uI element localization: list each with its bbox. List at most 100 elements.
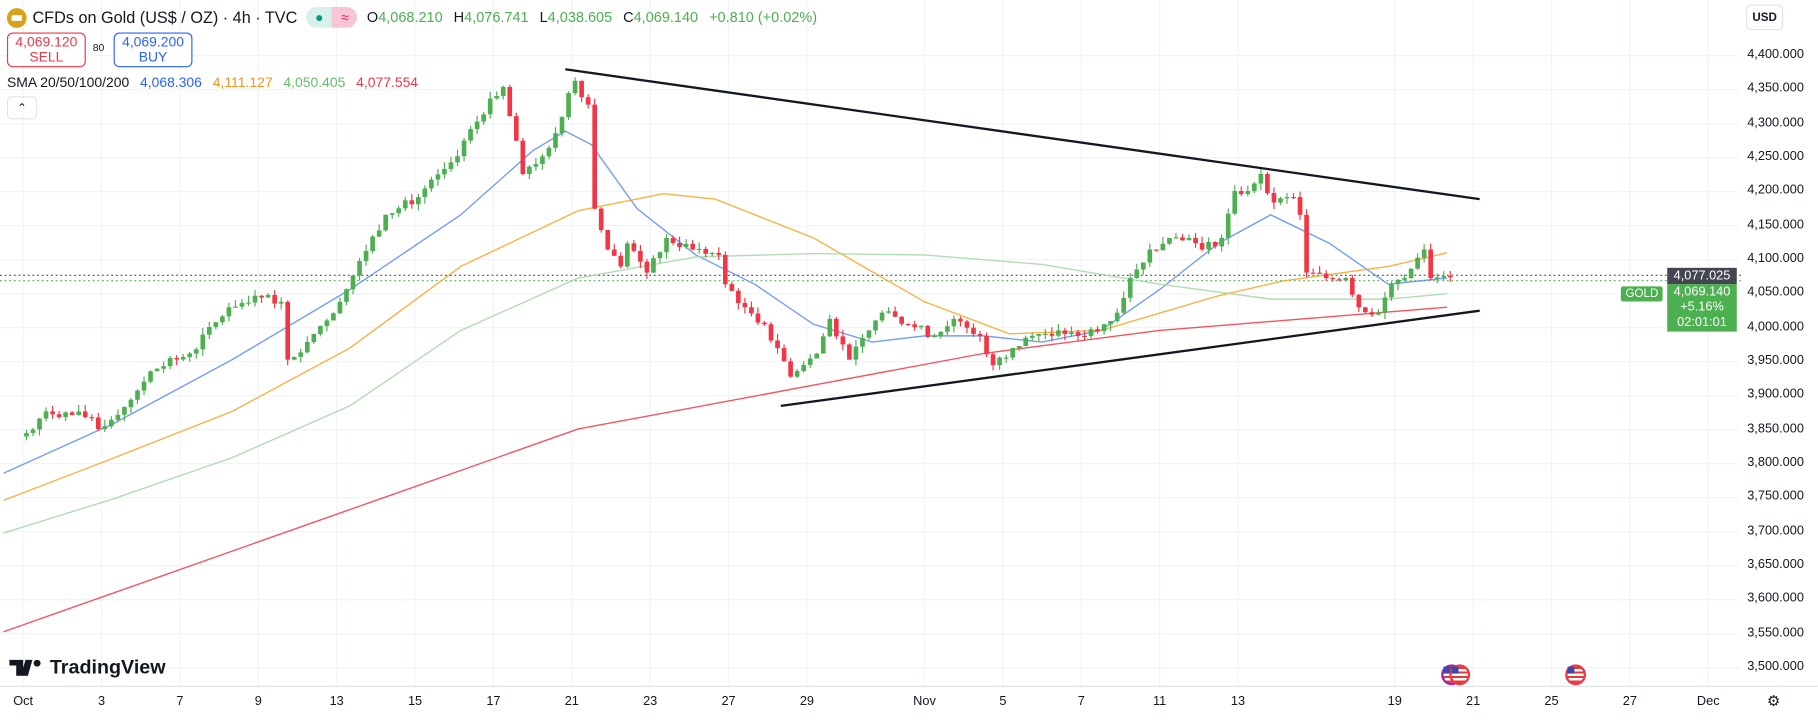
buy-button[interactable]: 4,069.200 BUY [113,32,193,68]
sma-price-tag: 4,077.025 [1667,267,1737,285]
candle-up [344,289,349,302]
candle-up [820,336,826,354]
status-pill[interactable]: ● ≈ [306,6,358,28]
candle-down [1363,307,1368,313]
candle-up [429,179,434,189]
candle-up [370,236,375,252]
y-tick-label: 4,200.000 [1747,183,1804,198]
candle-down [513,116,519,141]
candle-up [1088,329,1094,337]
candle-up [396,208,402,214]
y-tick-label: 3,850.000 [1747,421,1804,436]
candle-up [24,433,29,437]
candle-down [1369,312,1375,315]
candle-up [1036,334,1042,336]
candle-up [376,230,382,237]
candle-up [1003,357,1009,359]
candle-up [481,114,486,122]
collapse-legend-button[interactable]: ⌃ [6,96,38,120]
candle-up [683,243,689,247]
candle-up [1415,257,1420,269]
sma-line-50 [3,193,1448,502]
candle-up [318,326,323,335]
candle-down [644,261,650,273]
candle-down [1310,272,1316,274]
settings-gear-icon[interactable]: ⚙ [1766,692,1781,710]
candle-down [1317,272,1322,274]
candle-up [1421,249,1427,258]
y-tick-label: 4,050.000 [1747,285,1804,300]
y-tick-label: 3,500.000 [1747,659,1804,674]
y-tick-label: 3,950.000 [1747,353,1804,368]
candle-down [89,417,95,419]
symbol-title[interactable]: CFDs on Gold (US$ / OZ) · 4h · TVC [32,8,298,27]
x-tick-label: 7 [176,694,184,709]
trendline [565,68,1480,201]
candle-up [1245,190,1251,195]
candle-up [167,358,173,367]
candle-down [716,252,722,255]
candle-up [200,334,206,350]
candle-up [122,407,127,415]
candle-up [324,320,330,327]
candle-up [1186,237,1192,241]
candle-up [226,307,232,317]
candle-down [409,200,415,205]
approx-icon: ≈ [332,6,358,28]
x-tick-label: 5 [999,694,1007,709]
y-tick-label: 3,600.000 [1747,591,1804,606]
candle-up [1108,320,1113,325]
candle-up [115,414,121,420]
candle-down [1297,197,1303,215]
tradingview-logo[interactable]: TradingView [9,656,166,679]
candle-up [128,399,134,408]
candle-down [174,358,179,360]
candle-up [918,325,924,328]
candle-down [638,250,643,262]
candle-up [337,301,343,314]
y-tick-label: 3,550.000 [1747,625,1804,640]
candle-up [193,349,199,354]
x-tick-label: 11 [1152,694,1167,709]
candle-down [1304,214,1309,273]
candle-up [1402,278,1407,280]
candle-down [598,208,604,230]
economic-event-flag-icon[interactable] [1565,664,1587,686]
candle-up [1278,198,1283,203]
candle-up [527,166,532,174]
candle-up [1252,183,1257,191]
sma-legend[interactable]: SMA 20/50/100/200 4,068.306 4,111.127 4,… [6,74,419,91]
candle-down [1180,237,1185,241]
candle-up [1408,268,1414,279]
x-tick-label: 25 [1544,694,1559,709]
candle-down [1212,241,1218,247]
x-tick-label: 17 [486,694,501,709]
candle-down [736,290,741,303]
candle-down [905,323,911,325]
candle-up [109,419,114,427]
economic-event-flag-icon[interactable] [1449,664,1471,686]
y-tick-label: 3,650.000 [1747,557,1804,572]
candle-up [154,368,160,372]
y-tick-label: 4,350.000 [1747,81,1804,96]
candle-up [63,412,68,418]
candle-up [1173,237,1179,239]
candle-up [278,301,284,304]
candle-up [141,381,147,391]
candle-up [37,418,42,430]
candle-up [416,197,421,205]
sell-button[interactable]: 4,069.120 SELL [6,32,86,68]
ohlc-values: O4,068.210 H4,076.741 L4,038.605 C4,069.… [366,9,818,26]
x-tick-label: 15 [407,694,423,709]
candle-up [886,311,891,313]
symbol-tag: GOLD [1620,286,1663,302]
currency-button[interactable]: USD [1746,4,1784,31]
x-tick-label: 27 [1622,694,1637,709]
candle-down [775,340,780,349]
candle-up [357,261,362,276]
candle-down [611,249,617,256]
candle-up [1016,346,1022,349]
candle-up [43,411,49,419]
